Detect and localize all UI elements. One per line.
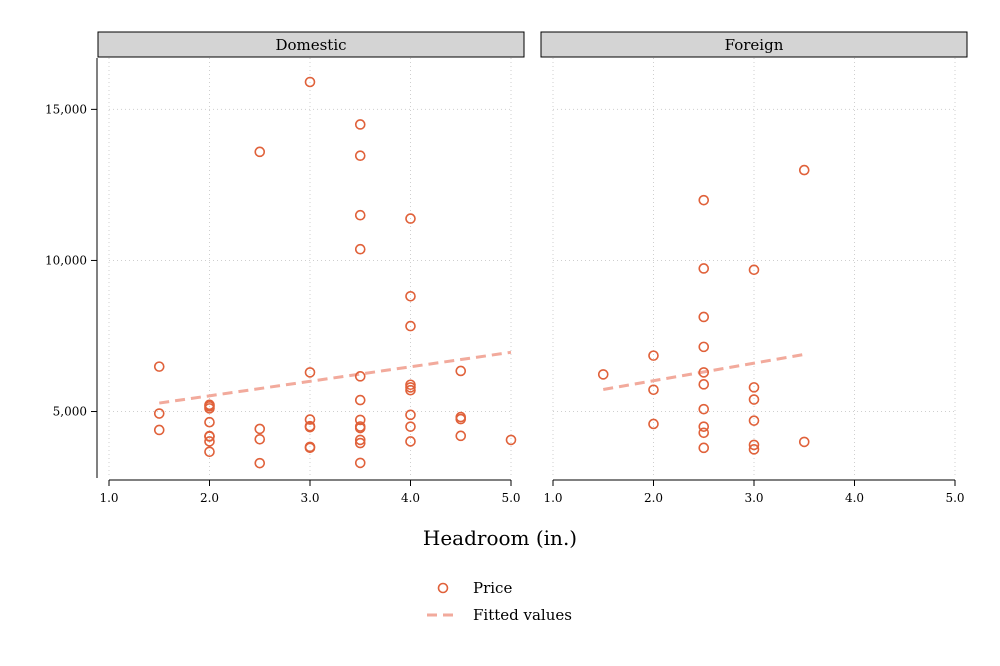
- price-point: [354, 422, 366, 434]
- price-point: [354, 243, 366, 255]
- chart-panels: Domestic 1.0 2.0 3.0 4.0 5.0 5,000 10,000 15,000…: [45, 31, 968, 505]
- x-tick-label: 2.0: [200, 491, 219, 505]
- price-point: [748, 444, 760, 455]
- legend-price-marker: [437, 582, 449, 594]
- price-point: [798, 164, 810, 176]
- price-point: [204, 403, 215, 414]
- x-tick-label: 5.0: [945, 491, 964, 505]
- price-point: [455, 430, 467, 442]
- price-point: [698, 403, 710, 415]
- price-point: [698, 367, 710, 378]
- fitted-values-line: [602, 352, 805, 391]
- x-tick-label: 1.0: [99, 491, 118, 505]
- x-axis-title: Headroom (in.): [423, 526, 577, 550]
- price-point: [405, 382, 416, 393]
- price-point: [405, 384, 416, 396]
- price-point: [405, 320, 416, 332]
- price-point: [748, 415, 760, 426]
- price-point: [698, 263, 710, 274]
- price-point: [798, 436, 810, 448]
- price-point: [254, 457, 266, 469]
- price-point: [304, 76, 316, 88]
- price-point: [748, 382, 760, 393]
- x-tick-label: 2.0: [644, 491, 663, 505]
- price-point: [698, 194, 710, 206]
- price-point: [304, 421, 316, 433]
- price-point: [153, 424, 165, 436]
- y-tick-label: 15,000: [45, 102, 87, 116]
- price-point: [304, 414, 316, 425]
- price-point: [698, 427, 710, 439]
- x-tick-label: 3.0: [300, 491, 319, 505]
- price-point: [354, 457, 366, 469]
- price-point: [354, 119, 366, 130]
- price-point: [648, 384, 659, 396]
- panel-title-strip: [540, 31, 968, 58]
- price-point: [505, 434, 517, 446]
- panel-title-strip: [97, 31, 525, 58]
- price-point: [405, 290, 416, 302]
- price-point: [354, 437, 366, 449]
- price-point: [698, 442, 710, 454]
- x-tick-label: 5.0: [501, 491, 520, 505]
- price-point: [204, 416, 215, 428]
- price-point: [748, 264, 760, 276]
- y-tick-label: 10,000: [45, 253, 87, 267]
- price-point: [254, 146, 266, 158]
- price-point: [153, 408, 165, 419]
- price-point: [354, 209, 366, 221]
- panel-foreign: Foreign 1.0 2.0 3.0 4.0 5.0: [540, 31, 968, 505]
- x-tick-label: 4.0: [845, 491, 864, 505]
- price-point: [304, 442, 316, 454]
- price-point: [204, 431, 215, 442]
- price-point: [204, 446, 215, 458]
- panel-title: Foreign: [725, 36, 784, 54]
- price-point: [648, 350, 659, 361]
- price-point: [748, 439, 760, 451]
- price-point: [698, 341, 710, 353]
- fitted-values-line: [159, 350, 512, 405]
- legend-label: Fitted values: [473, 606, 572, 624]
- legend-label: Price: [473, 579, 512, 597]
- price-point: [698, 379, 710, 390]
- chart-legend: Price Fitted values: [427, 579, 572, 624]
- price-point: [354, 434, 366, 446]
- panel-title: Domestic: [275, 36, 346, 54]
- price-point: [405, 421, 416, 432]
- price-point: [698, 421, 710, 432]
- price-point: [354, 394, 366, 406]
- price-point: [354, 414, 366, 426]
- price-point: [304, 367, 316, 378]
- x-tick-label: 3.0: [744, 491, 763, 505]
- price-point: [455, 413, 467, 425]
- price-point: [748, 394, 760, 405]
- price-point: [698, 311, 710, 323]
- price-point: [204, 436, 215, 447]
- price-point: [405, 409, 416, 421]
- price-point: [597, 369, 609, 380]
- x-tick-label: 4.0: [401, 491, 420, 505]
- price-point: [648, 418, 659, 430]
- price-point: [405, 213, 416, 224]
- legend-item: Price: [437, 579, 512, 597]
- price-point: [354, 150, 366, 162]
- price-point: [354, 371, 366, 382]
- x-tick-label: 1.0: [543, 491, 562, 505]
- price-point: [254, 423, 266, 435]
- price-point: [405, 436, 416, 447]
- price-point: [254, 433, 266, 445]
- y-tick-label: 5,000: [53, 405, 87, 419]
- legend-item: Fitted values: [427, 606, 572, 624]
- panel-domestic: Domestic 1.0 2.0 3.0 4.0 5.0 5,000 10,000 15,000: [45, 31, 525, 505]
- price-point: [153, 361, 165, 372]
- price-point: [455, 365, 467, 377]
